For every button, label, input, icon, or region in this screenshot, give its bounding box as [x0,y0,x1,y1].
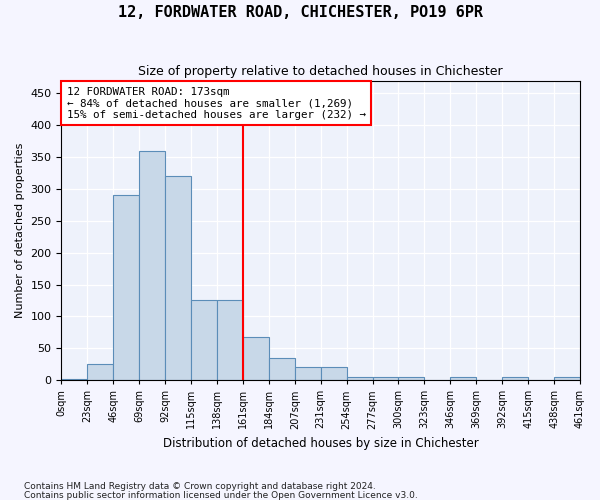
Bar [113,196,139,380]
Bar [321,368,347,380]
Bar [502,377,528,380]
Bar [165,176,191,380]
Bar [347,377,373,380]
Bar [398,377,424,380]
Bar [295,368,321,380]
Bar [243,337,269,380]
Bar [451,377,476,380]
Bar [217,300,243,380]
Bar [88,364,113,380]
Bar [191,300,217,380]
Title: Size of property relative to detached houses in Chichester: Size of property relative to detached ho… [139,65,503,78]
Text: Contains public sector information licensed under the Open Government Licence v3: Contains public sector information licen… [24,491,418,500]
Text: Contains HM Land Registry data © Crown copyright and database right 2024.: Contains HM Land Registry data © Crown c… [24,482,376,491]
Bar [269,358,295,380]
Text: 12 FORDWATER ROAD: 173sqm
← 84% of detached houses are smaller (1,269)
15% of se: 12 FORDWATER ROAD: 173sqm ← 84% of detac… [67,86,365,120]
X-axis label: Distribution of detached houses by size in Chichester: Distribution of detached houses by size … [163,437,479,450]
Bar [554,377,580,380]
Y-axis label: Number of detached properties: Number of detached properties [15,142,25,318]
Bar [139,150,165,380]
Text: 12, FORDWATER ROAD, CHICHESTER, PO19 6PR: 12, FORDWATER ROAD, CHICHESTER, PO19 6PR [118,5,482,20]
Bar [61,379,88,380]
Bar [373,377,398,380]
